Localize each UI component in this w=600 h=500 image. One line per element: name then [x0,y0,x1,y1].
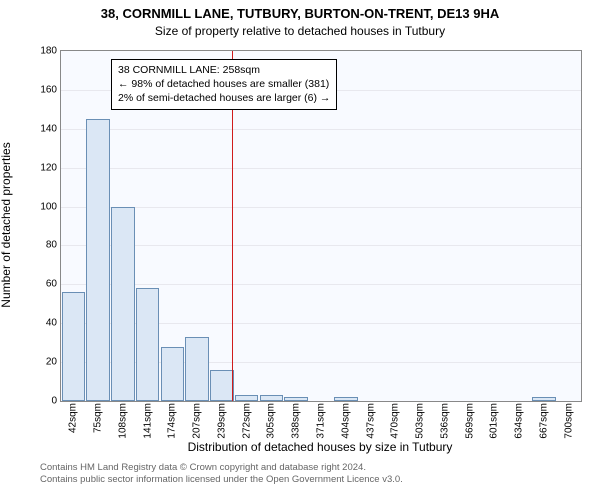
x-tick-label: 667sqm [538,401,549,439]
y-tick-label: 0 [51,396,61,407]
x-tick-label: 272sqm [241,401,252,439]
y-tick-label: 20 [46,357,61,368]
x-tick-label: 470sqm [390,401,401,439]
annotation-box: 38 CORNMILL LANE: 258sqm ← 98% of detach… [111,59,337,110]
y-tick-label: 180 [40,46,61,57]
x-tick-label: 634sqm [514,401,525,439]
x-tick-label: 174sqm [167,401,178,439]
y-tick-label: 60 [46,279,61,290]
footer-line1: Contains HM Land Registry data © Crown c… [40,462,403,474]
histogram-bar [185,337,209,401]
histogram-bar [136,288,160,401]
histogram-bar [62,292,86,401]
x-tick-label: 536sqm [439,401,450,439]
histogram-bar [86,119,110,401]
footer-attribution: Contains HM Land Registry data © Crown c… [40,462,403,487]
x-tick-label: 338sqm [291,401,302,439]
x-tick-label: 371sqm [316,401,327,439]
annotation-line1: 38 CORNMILL LANE: 258sqm [118,63,330,77]
y-tick-label: 40 [46,318,61,329]
x-tick-label: 75sqm [93,401,104,433]
y-tick-label: 80 [46,240,61,251]
annotation-line3: 2% of semi-detached houses are larger (6… [118,91,330,105]
x-tick-label: 108sqm [117,401,128,439]
x-tick-label: 141sqm [142,401,153,439]
x-tick-label: 700sqm [563,401,574,439]
x-tick-label: 437sqm [365,401,376,439]
chart-container: 38, CORNMILL LANE, TUTBURY, BURTON-ON-TR… [0,0,600,500]
x-tick-label: 239sqm [216,401,227,439]
gridline [61,284,581,285]
gridline [61,245,581,246]
x-tick-label: 569sqm [464,401,475,439]
x-tick-label: 207sqm [192,401,203,439]
annotation-line2: ← 98% of detached houses are smaller (38… [118,77,330,91]
gridline [61,207,581,208]
gridline [61,129,581,130]
plot-area: 02040608010012014016018042sqm75sqm108sqm… [60,50,582,402]
x-tick-label: 404sqm [340,401,351,439]
y-tick-label: 160 [40,84,61,95]
y-axis-label: Number of detached properties [0,142,13,307]
x-tick-label: 42sqm [68,401,79,433]
histogram-bar [111,207,135,401]
histogram-bar [161,347,185,401]
x-tick-label: 601sqm [489,401,500,439]
x-tick-label: 503sqm [415,401,426,439]
title-sub: Size of property relative to detached ho… [0,24,600,38]
y-tick-label: 140 [40,123,61,134]
histogram-bar [210,370,234,401]
x-axis-label: Distribution of detached houses by size … [60,440,580,454]
y-tick-label: 100 [40,201,61,212]
gridline [61,168,581,169]
footer-line2: Contains public sector information licen… [40,474,403,486]
title-main: 38, CORNMILL LANE, TUTBURY, BURTON-ON-TR… [0,6,600,21]
y-tick-label: 120 [40,162,61,173]
x-tick-label: 305sqm [266,401,277,439]
